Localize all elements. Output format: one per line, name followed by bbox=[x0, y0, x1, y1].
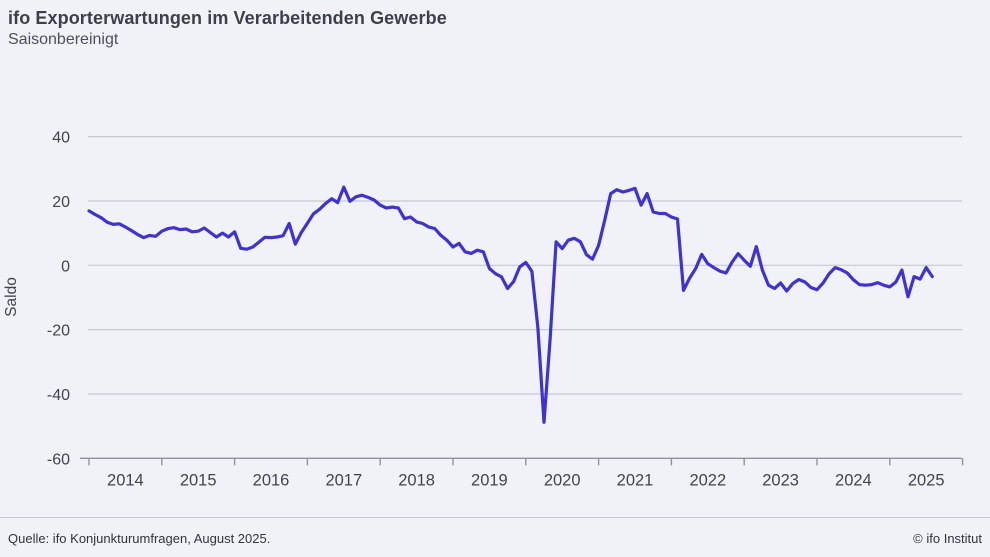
x-tick-label: 2022 bbox=[689, 471, 726, 489]
x-tick-label: 2019 bbox=[471, 471, 508, 489]
y-axis-title: Saldo bbox=[3, 277, 20, 317]
chart-header: ifo Exporterwartungen im Verarbeitenden … bbox=[8, 7, 447, 50]
x-tick-label: 2018 bbox=[398, 471, 435, 489]
x-tick-label: 2020 bbox=[544, 471, 581, 489]
line-chart: 40 20 0 -20 -40 -60 2014 2015 2016 2017 2018 2019 20… bbox=[3, 130, 964, 489]
x-tick-label: 2016 bbox=[253, 471, 290, 489]
x-tick-label: 2023 bbox=[762, 471, 799, 489]
y-tick-label: 0 bbox=[61, 258, 70, 275]
chart-subtitle: Saisonbereinigt bbox=[8, 31, 119, 48]
chart-title: ifo Exporterwartungen im Verarbeitenden … bbox=[8, 8, 447, 28]
x-tick-label: 2024 bbox=[835, 471, 872, 489]
x-tick-label: 2015 bbox=[180, 471, 217, 489]
y-tick-label: 20 bbox=[52, 194, 70, 211]
y-tick-label: -40 bbox=[47, 387, 70, 404]
y-tick-label: -20 bbox=[47, 323, 70, 340]
copyright-note: © ifo Institut bbox=[913, 531, 982, 546]
source-note: Quelle: ifo Konjunkturumfragen, August 2… bbox=[8, 531, 271, 546]
x-tick-label: 2017 bbox=[325, 471, 362, 489]
y-tick-label: 40 bbox=[52, 130, 70, 147]
data-line-exporterwartungen bbox=[87, 185, 934, 424]
x-tick-label: 2025 bbox=[908, 471, 945, 489]
x-tick-label: 2014 bbox=[107, 471, 144, 489]
y-tick-label: -60 bbox=[47, 451, 70, 468]
chart-footer: Quelle: ifo Konjunkturumfragen, August 2… bbox=[0, 517, 990, 557]
x-tick-label: 2021 bbox=[617, 471, 654, 489]
